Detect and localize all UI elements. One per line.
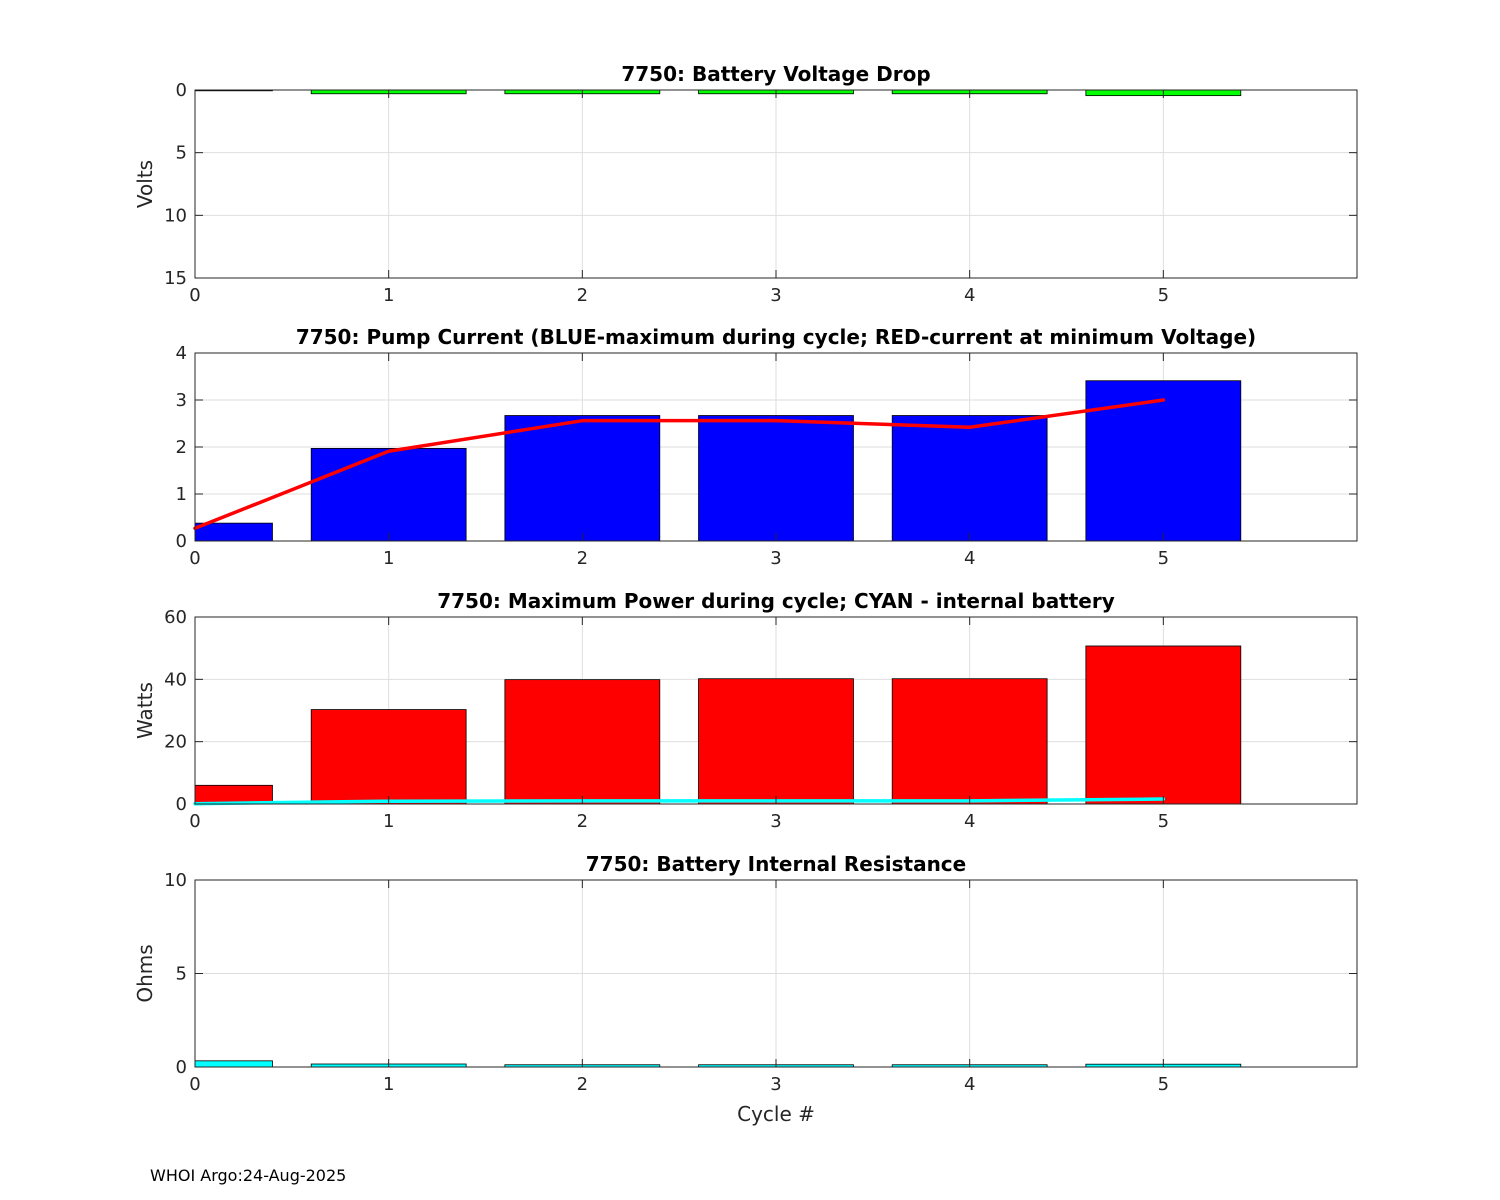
chart-2-bar-4 [891, 415, 1048, 542]
chart-4-x-tick-label-4: 4 [964, 1074, 975, 1095]
chart-4-x-tick-label-2: 2 [577, 1074, 588, 1095]
chart-4-title: 7750: Battery Internal Resistance [586, 852, 966, 876]
chart-3-bar-2 [504, 679, 661, 805]
chart-1-y-tick-label-3: 15 [164, 268, 187, 289]
chart-3-x-tick-label-0: 0 [189, 811, 200, 832]
chart-2-x-tick-label-3: 3 [770, 548, 781, 569]
chart-2-y-tick-label-1: 1 [176, 484, 187, 505]
chart-3-bar-1 [310, 709, 467, 805]
chart-4-y-tick-label-0: 0 [176, 1057, 187, 1078]
chart-1: 0 1 2 3 4 5 0 5 10 15 7750: Battery Voltage Drop Vo… [133, 62, 1358, 306]
chart-2-bar-0 [194, 522, 273, 542]
chart-1-x-tick-label-5: 5 [1158, 285, 1169, 306]
chart-4-y-label: Ohms [133, 944, 157, 1002]
chart-2-y-tick-label-3: 3 [176, 390, 187, 411]
chart-1-title: 7750: Battery Voltage Drop [621, 62, 930, 86]
chart-4-x-tick-label-1: 1 [383, 1074, 394, 1095]
chart-2-bar-1 [310, 448, 467, 542]
chart-1-y-tick-label-2: 10 [164, 205, 187, 226]
chart-1-y-tick-label-1: 5 [176, 143, 187, 164]
chart-3-title: 7750: Maximum Power during cycle; CYAN -… [437, 589, 1115, 613]
chart-2-y-tick-label-2: 2 [176, 437, 187, 458]
chart-2-x-tick-label-0: 0 [189, 548, 200, 569]
chart-2-bar-5 [1085, 380, 1242, 542]
chart-2: 0 1 2 3 4 5 0 1 2 3 4 7750: Pump Current (BLUE-maxi… [176, 325, 1358, 569]
chart-2-x-tick-label-2: 2 [577, 548, 588, 569]
chart-1-x-tick-label-4: 4 [964, 285, 975, 306]
chart-3-x-tick-label-4: 4 [964, 811, 975, 832]
chart-4-x-tick-label-5: 5 [1158, 1074, 1169, 1095]
chart-1-x-tick-label-3: 3 [770, 285, 781, 306]
chart-2-x-tick-label-1: 1 [383, 548, 394, 569]
chart-1-x-tick-label-0: 0 [189, 285, 200, 306]
chart-2-x-tick-label-4: 4 [964, 548, 975, 569]
chart-3-x-tick-label-1: 1 [383, 811, 394, 832]
chart-3-y-tick-label-3: 60 [164, 607, 187, 628]
chart-1-x-tick-label-2: 2 [577, 285, 588, 306]
chart-3-y-tick-label-2: 40 [164, 669, 187, 690]
chart-3: 0 1 2 3 4 5 0 20 40 60 7750: Maximum Power during … [133, 589, 1358, 832]
chart-4-x-label: Cycle # [737, 1102, 815, 1126]
chart-4-y-tick-label-2: 10 [164, 870, 187, 891]
chart-1-y-tick-label-0: 0 [176, 80, 187, 101]
chart-3-y-tick-label-1: 20 [164, 732, 187, 753]
chart-3-bar-3 [698, 678, 854, 805]
chart-2-y-tick-label-4: 4 [176, 343, 187, 364]
chart-3-x-tick-label-5: 5 [1158, 811, 1169, 832]
chart-2-x-tick-label-5: 5 [1158, 548, 1169, 569]
chart-3-bar-4 [891, 678, 1048, 805]
chart-2-line-series [193, 398, 1166, 531]
chart-3-x-tick-label-3: 3 [770, 811, 781, 832]
chart-4-x-tick-label-0: 0 [189, 1074, 200, 1095]
chart-3-y-tick-label-0: 0 [176, 794, 187, 815]
chart-2-y-tick-label-0: 0 [176, 531, 187, 552]
chart-2-title: 7750: Pump Current (BLUE-maximum during … [296, 325, 1256, 349]
chart-3-y-label: Watts [133, 682, 157, 739]
chart-3-x-tick-label-2: 2 [577, 811, 588, 832]
chart-2-bar-2 [504, 415, 661, 542]
chart-4-x-tick-label-3: 3 [770, 1074, 781, 1095]
chart-4: 0 1 2 3 4 5 0 5 10 7750: Battery Internal Resista… [133, 852, 1358, 1126]
chart-4-y-tick-label-1: 5 [176, 964, 187, 985]
chart-1-y-label: Volts [133, 160, 157, 208]
chart-3-line-series [193, 797, 1166, 806]
chart-1-x-tick-label-1: 1 [383, 285, 394, 306]
chart-3-bar-5 [1085, 645, 1242, 805]
chart-4-bar-0 [194, 1060, 273, 1068]
chart-2-bar-3 [698, 415, 854, 542]
footer-credit: WHOI Argo:24-Aug-2025 [150, 1166, 347, 1185]
